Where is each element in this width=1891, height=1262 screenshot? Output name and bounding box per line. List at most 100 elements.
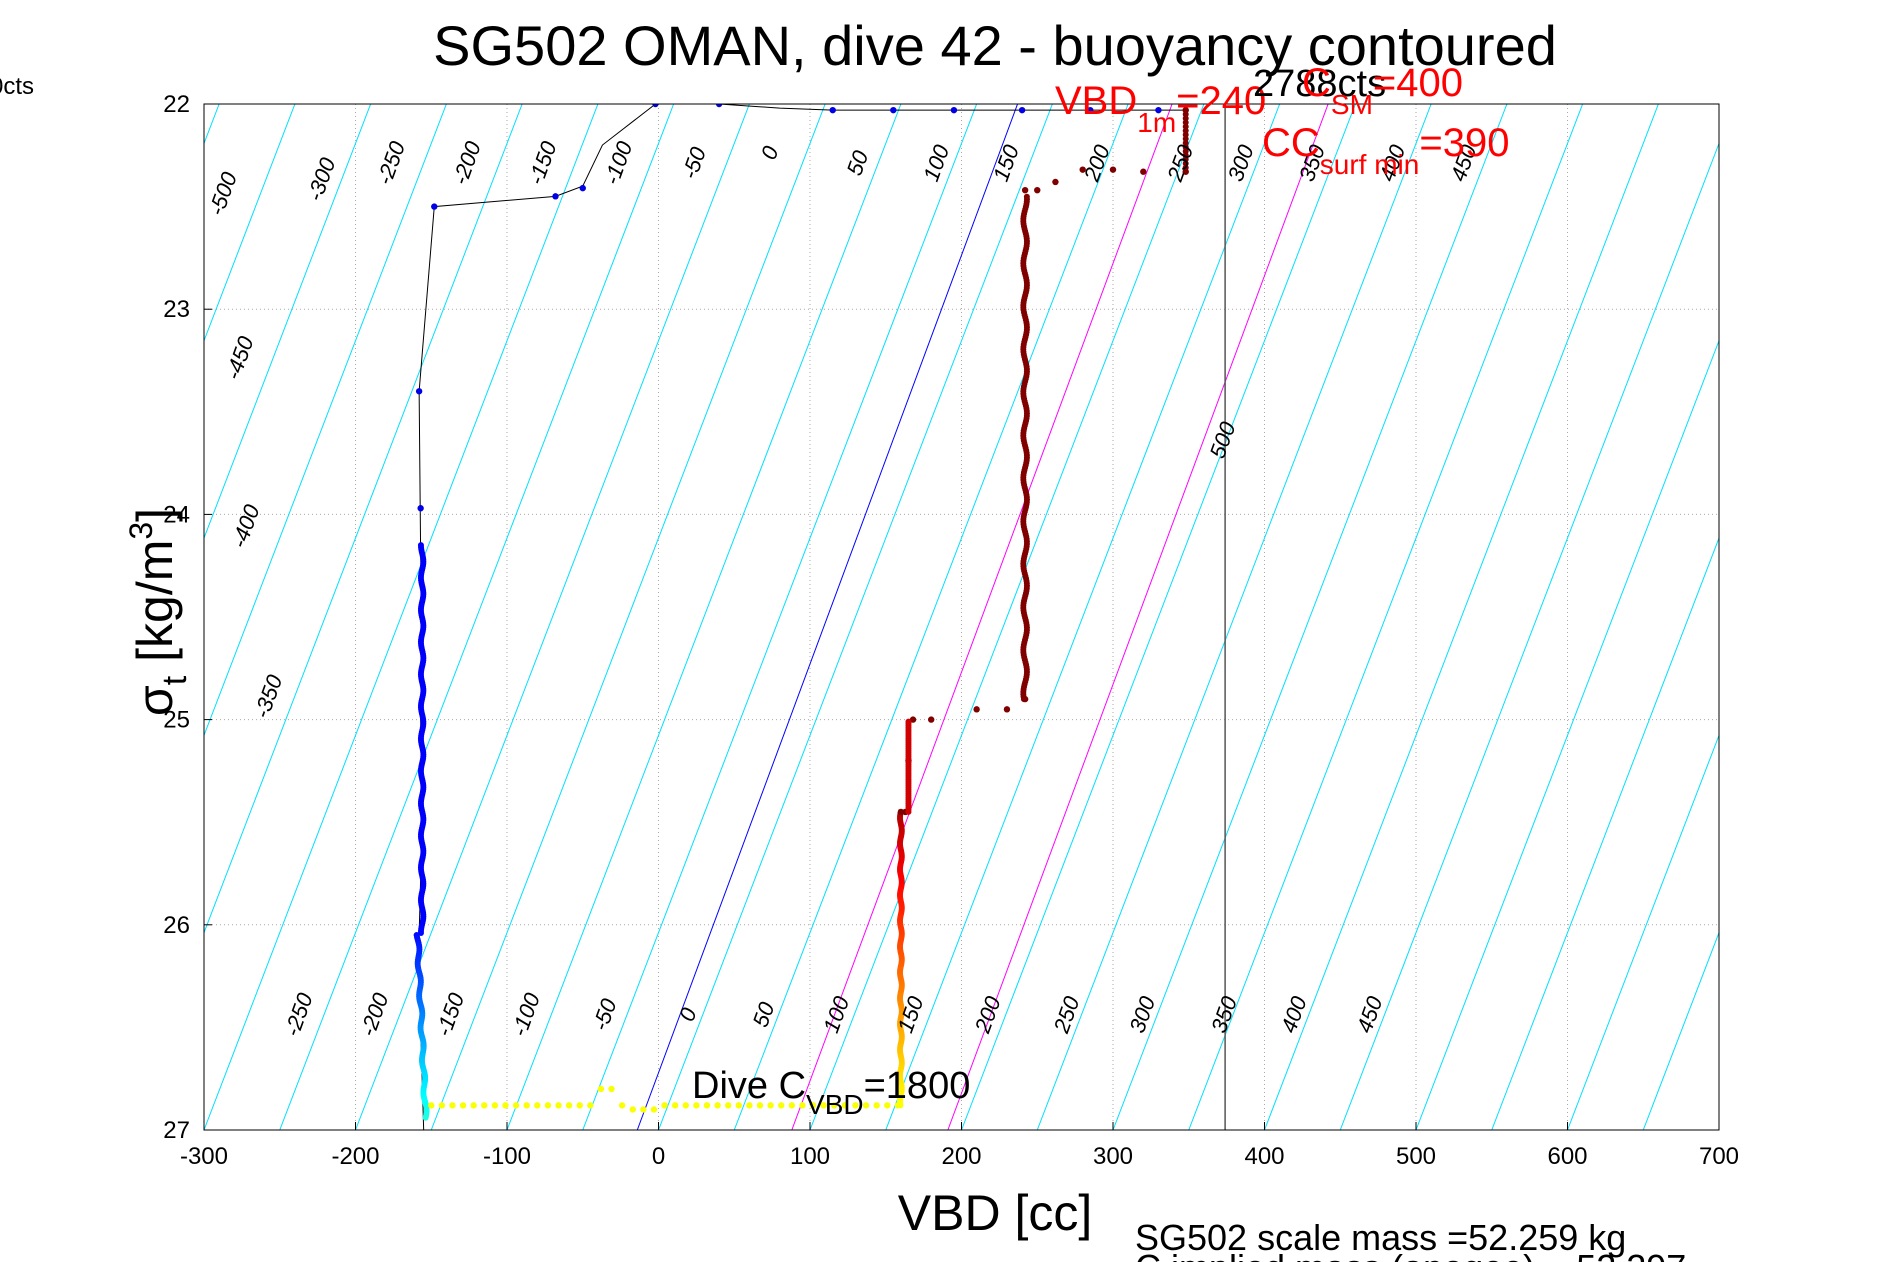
ascent-point bbox=[1182, 135, 1189, 142]
contour-label-top: -150 bbox=[523, 137, 562, 188]
x-tick-label: 100 bbox=[790, 1143, 830, 1170]
magenta-reference-line bbox=[947, 104, 1329, 1130]
bottom-point bbox=[629, 1106, 636, 1113]
svg-text:Dive CVBD=1800: Dive CVBD=1800 bbox=[692, 1065, 970, 1120]
descent-point bbox=[552, 193, 559, 200]
ascent-point bbox=[1003, 706, 1011, 713]
bottom-point bbox=[534, 1102, 541, 1109]
bottom-point bbox=[778, 1102, 785, 1109]
contour-line bbox=[582, 104, 978, 1130]
bottom-point bbox=[470, 1102, 477, 1109]
ascent-point bbox=[1034, 186, 1041, 194]
contour-line bbox=[0, 104, 68, 1130]
left-clip-text: 0cts bbox=[0, 73, 34, 100]
ascent-point bbox=[1140, 168, 1147, 175]
contour-label-bottom: 400 bbox=[1276, 992, 1312, 1036]
contour-line bbox=[204, 104, 220, 145]
descent-point bbox=[431, 203, 438, 210]
contour-label-bottom: 200 bbox=[969, 992, 1006, 1037]
bottom-point bbox=[459, 1102, 467, 1109]
contour-line bbox=[885, 104, 1281, 1130]
bottom-point bbox=[555, 1102, 562, 1109]
bottom-point bbox=[735, 1102, 742, 1109]
contour-label-top: 300 bbox=[1223, 141, 1259, 185]
contour-label-top: -500 bbox=[203, 168, 242, 219]
bottom-point bbox=[756, 1102, 764, 1109]
x-axis-ticks: -300 -200 -100 0 100 200 300 400 500 600 700 bbox=[180, 1122, 1739, 1170]
contour-line bbox=[733, 104, 1129, 1130]
ascent-point bbox=[1182, 144, 1189, 151]
ascent-point bbox=[1182, 115, 1189, 122]
contour-line bbox=[1642, 931, 1719, 1130]
bottom-point bbox=[449, 1102, 456, 1109]
contour-label-top: 100 bbox=[918, 141, 954, 185]
ascent-point bbox=[905, 718, 912, 725]
contour-line bbox=[658, 104, 1053, 1130]
bottom-point bbox=[693, 1102, 700, 1109]
bottom-point bbox=[862, 1102, 870, 1109]
bottom-point bbox=[661, 1102, 668, 1109]
contour-label-top: -400 bbox=[226, 501, 265, 552]
contour-line bbox=[1264, 104, 1659, 1130]
contour-label-top: 500 bbox=[1205, 418, 1241, 462]
dive-series bbox=[413, 104, 1189, 1130]
y-axis-ticks: 22 23 24 25 26 27 bbox=[163, 91, 212, 1144]
x-tick-label: 700 bbox=[1699, 1143, 1739, 1170]
vbd1m-annotation: VBD1m=240 bbox=[1055, 79, 1266, 138]
contour-label-top: -350 bbox=[249, 671, 288, 722]
descent-point bbox=[715, 104, 723, 108]
contour-line bbox=[355, 104, 750, 1130]
contour-line bbox=[506, 104, 902, 1130]
ascent-point bbox=[973, 706, 980, 713]
counts-annotation: 2788cts bbox=[1253, 63, 1386, 105]
ascent-point bbox=[1182, 131, 1189, 138]
x-tick-label: 300 bbox=[1093, 1143, 1133, 1170]
x-tick-label: -100 bbox=[483, 1143, 531, 1170]
svg-text:CSM=400: CSM=400 bbox=[1302, 61, 1463, 120]
bottom-point bbox=[640, 1106, 647, 1113]
svg-text:VBD1m=240: VBD1m=240 bbox=[1055, 79, 1266, 138]
bottom-point bbox=[873, 1102, 880, 1109]
descent-point bbox=[415, 388, 423, 395]
bottom-point bbox=[831, 1102, 838, 1109]
contour-label-bottom: -100 bbox=[506, 989, 545, 1040]
contour-label-bottom: 0 bbox=[674, 1004, 702, 1025]
ascent-point bbox=[1052, 178, 1059, 186]
descent-point bbox=[579, 184, 586, 192]
ascent-point bbox=[897, 808, 905, 816]
contour-line bbox=[1491, 536, 1719, 1130]
contour-line bbox=[1718, 1128, 1719, 1130]
grid-lines bbox=[203, 103, 1720, 1131]
contour-line bbox=[1339, 142, 1719, 1130]
bottom-point bbox=[491, 1102, 499, 1109]
contour-label-top: 150 bbox=[988, 141, 1024, 185]
contour-label-top: -450 bbox=[220, 332, 259, 383]
bottom-point bbox=[682, 1102, 689, 1109]
svg-text:CCsurf min=390: CCsurf min=390 bbox=[1262, 121, 1509, 180]
ascent-point bbox=[1182, 156, 1189, 163]
x-tick-label: -300 bbox=[180, 1143, 228, 1170]
ascent-point bbox=[1182, 111, 1189, 118]
ascent-point bbox=[1182, 152, 1189, 159]
descent-point bbox=[950, 106, 958, 114]
ylabel-close: ] bbox=[127, 508, 183, 522]
csm-annotation: CSM=400 bbox=[1302, 61, 1463, 120]
contour-label-top: -200 bbox=[447, 137, 486, 188]
bottom-point bbox=[587, 1102, 594, 1109]
ascent-point bbox=[1182, 164, 1189, 171]
bottom-point bbox=[502, 1102, 509, 1109]
bottom-point bbox=[884, 1102, 891, 1109]
y-tick-label: 27 bbox=[163, 1117, 190, 1144]
contour-line bbox=[204, 104, 372, 540]
bottom-point bbox=[799, 1102, 806, 1109]
ylabel-unit: [kg/m bbox=[127, 540, 183, 662]
bottom-point bbox=[714, 1102, 721, 1109]
contour-line bbox=[1795, 104, 1891, 1130]
contour-line bbox=[1871, 104, 1891, 1130]
bottom-point bbox=[438, 1102, 446, 1109]
contour-label-bottom: -50 bbox=[587, 995, 622, 1034]
contour-line bbox=[204, 104, 599, 1130]
bottom-point bbox=[650, 1106, 658, 1113]
contour-label-bottom: 100 bbox=[818, 992, 854, 1036]
contour-line bbox=[430, 104, 826, 1130]
